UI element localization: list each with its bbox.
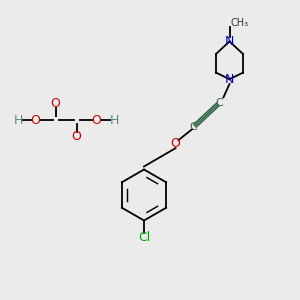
Text: C: C <box>215 98 223 108</box>
Text: N: N <box>225 35 234 48</box>
Text: CH₃: CH₃ <box>230 18 248 28</box>
Text: O: O <box>92 113 101 127</box>
Text: Cl: Cl <box>138 231 150 244</box>
Text: C: C <box>190 122 197 132</box>
Text: N: N <box>225 73 234 86</box>
Text: O: O <box>171 137 180 150</box>
Text: O: O <box>51 97 60 110</box>
Text: O: O <box>31 113 40 127</box>
Text: H: H <box>13 113 23 127</box>
Text: O: O <box>72 130 81 143</box>
Text: H: H <box>109 113 119 127</box>
